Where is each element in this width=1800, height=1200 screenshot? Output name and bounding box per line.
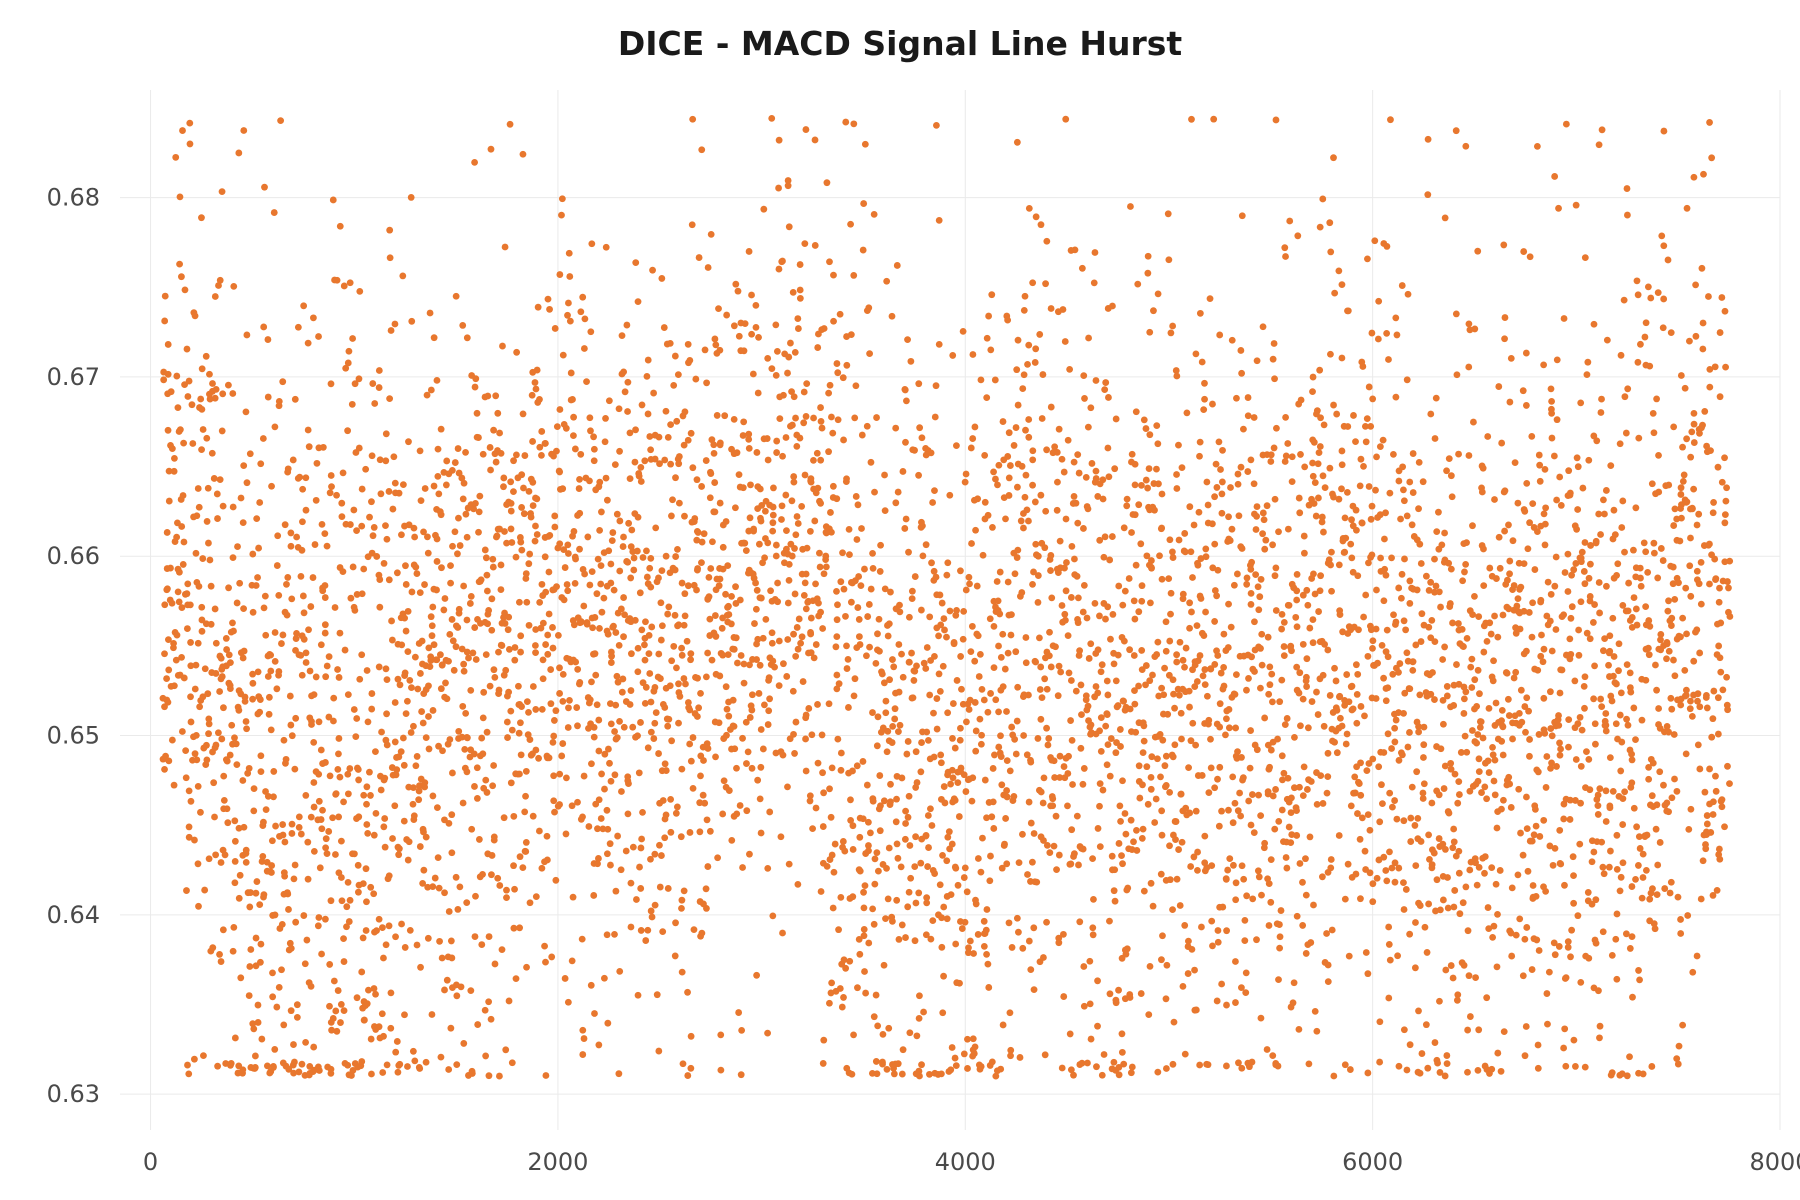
y-tick-label: 0.63: [47, 1080, 100, 1108]
y-tick-label: 0.68: [47, 184, 100, 212]
x-tick-label: 2000: [527, 1148, 588, 1176]
y-tick-label: 0.64: [47, 901, 100, 929]
y-tick-label: 0.66: [47, 542, 100, 570]
plot-area: 0 2000 4000 6000 8000 0.63 0.64 0.65 0.66 0.67 0.6…: [0, 0, 1800, 1200]
x-tick-label: 0: [143, 1148, 158, 1176]
x-tick-label: 8000: [1749, 1148, 1800, 1176]
x-tick-label: 4000: [935, 1148, 996, 1176]
y-tick-label: 0.67: [47, 363, 100, 391]
chart-title: DICE - MACD Signal Line Hurst: [0, 24, 1800, 63]
y-tick-label: 0.65: [47, 722, 100, 750]
x-tick-label: 6000: [1342, 1148, 1403, 1176]
scatter-chart: DICE - MACD Signal Line Hurst 0 2000 4000 6…: [0, 0, 1800, 1200]
